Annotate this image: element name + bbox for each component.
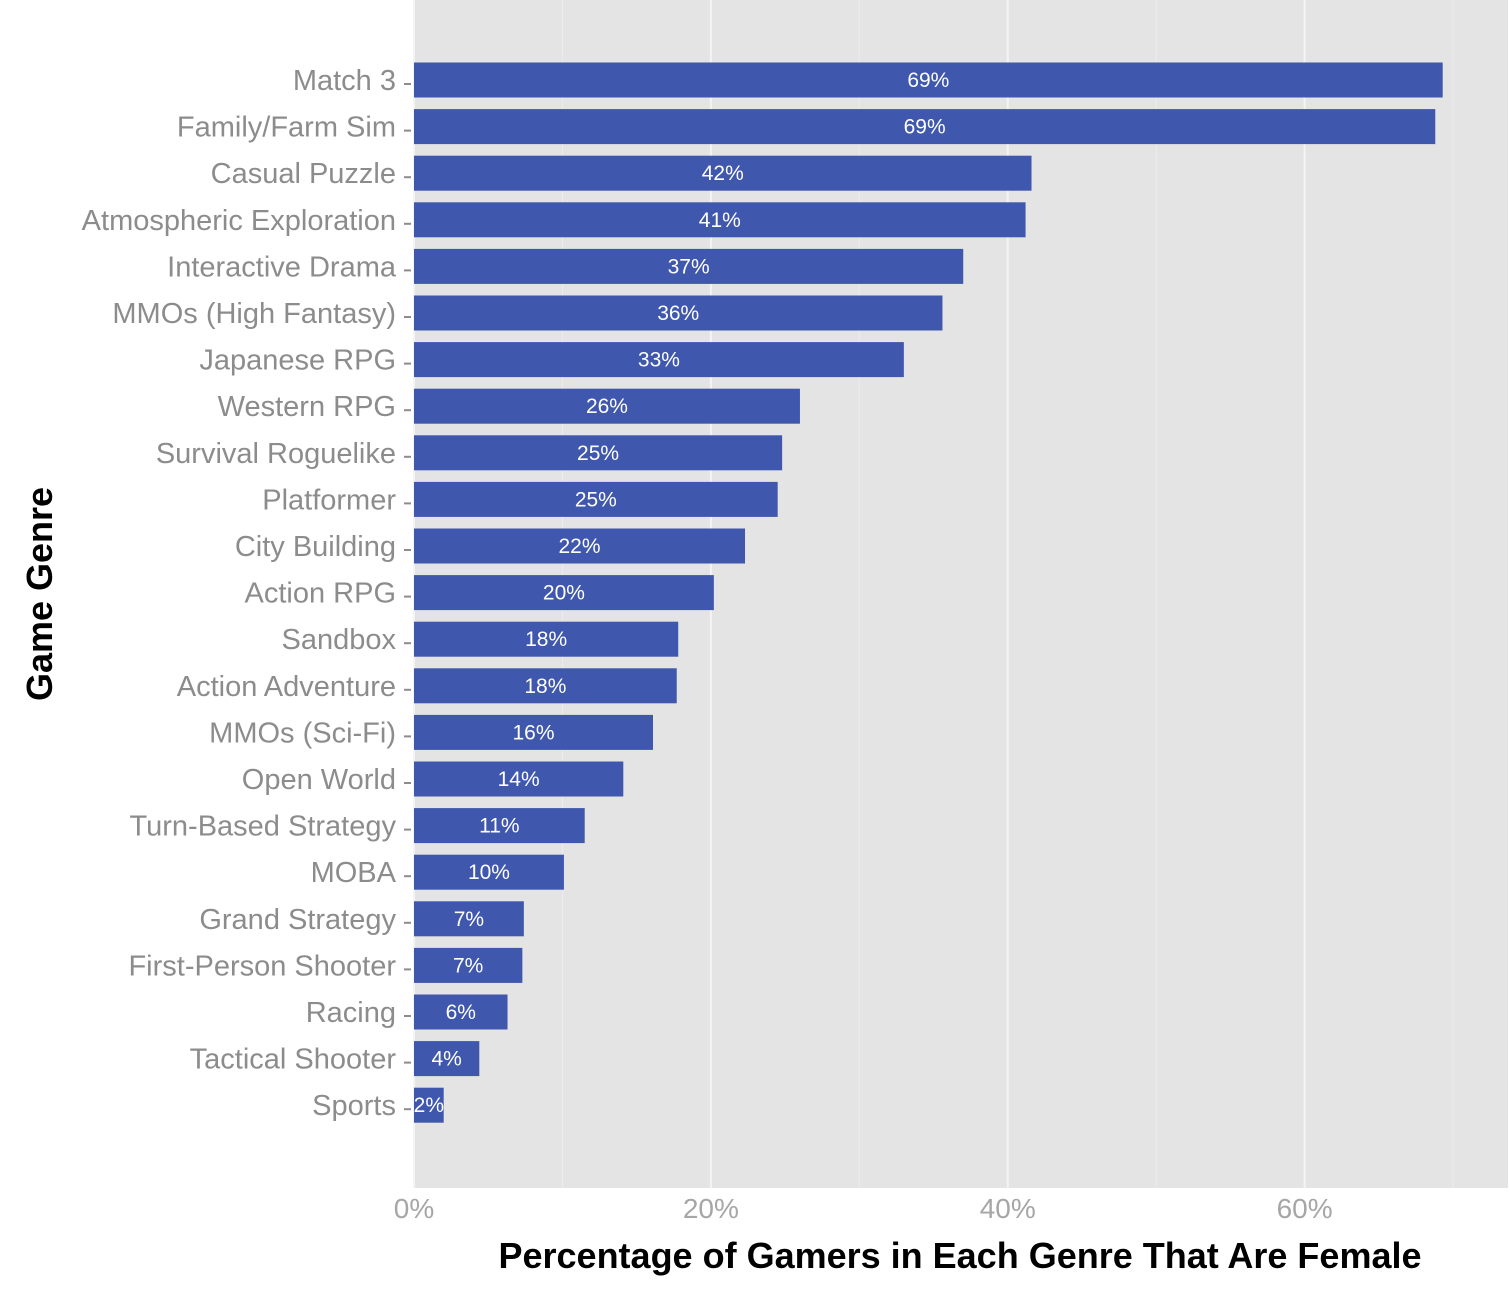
- category-label: Sports: [312, 1090, 396, 1122]
- bar-value-label: 22%: [558, 535, 600, 558]
- x-axis-ticks: 0% 20% 40% 60%: [394, 1193, 1333, 1224]
- category-label: Japanese RPG: [199, 345, 396, 377]
- category-label: Racing: [306, 997, 396, 1029]
- category-label: Atmospheric Exploration: [82, 205, 396, 237]
- bar-value-label: 26%: [586, 395, 628, 418]
- bar: [414, 621, 679, 657]
- bar-value-label: 25%: [575, 488, 617, 511]
- bar-value-label: 36%: [657, 302, 699, 325]
- category-label: Interactive Drama: [167, 251, 397, 283]
- bars: [414, 62, 1443, 1123]
- bar: [414, 528, 746, 564]
- bar-value-label: 69%: [904, 116, 946, 139]
- bar-value-label: 6%: [446, 1001, 476, 1024]
- x-tick-label: 20%: [683, 1193, 739, 1224]
- bar: [414, 714, 653, 750]
- x-tick-label: 0%: [394, 1193, 434, 1224]
- bar: [414, 202, 1026, 238]
- bar: [414, 435, 783, 471]
- category-label: City Building: [235, 531, 396, 563]
- category-label: MMOs (Sci-Fi): [209, 717, 396, 749]
- bar: [414, 808, 585, 844]
- bar: [414, 1041, 480, 1077]
- category-label: MOBA: [311, 857, 397, 889]
- category-labels: Match 3 Family/Farm Sim Casual Puzzle Atmos…: [82, 65, 411, 1122]
- bar-value-label: 25%: [577, 442, 619, 465]
- category-label: MMOs (High Fantasy): [112, 298, 396, 330]
- category-label: Survival Roguelike: [156, 438, 396, 470]
- bar-value-label: 42%: [702, 162, 744, 185]
- bar-value-label: 11%: [479, 815, 519, 838]
- category-label: Turn-Based Strategy: [130, 811, 397, 843]
- bar: [414, 761, 624, 797]
- bar: [414, 481, 778, 517]
- bar: [414, 901, 524, 937]
- category-label: Tactical Shooter: [190, 1044, 397, 1076]
- bar-value-label: 4%: [431, 1048, 461, 1071]
- category-label: Action Adventure: [177, 671, 396, 703]
- bar: [414, 854, 564, 890]
- bar: [414, 342, 904, 378]
- bar-value-label: 2%: [414, 1094, 444, 1117]
- y-axis-title: Game Genre: [19, 487, 60, 701]
- category-label: Open World: [242, 764, 396, 796]
- bar: [414, 155, 1032, 191]
- bar-value-label: 41%: [699, 209, 741, 232]
- bar-value-label: 33%: [638, 349, 680, 372]
- bar: [414, 1087, 444, 1123]
- bar: [414, 947, 523, 983]
- bar: [414, 109, 1436, 145]
- bar: [414, 388, 800, 424]
- category-label: Match 3: [293, 65, 396, 97]
- x-tick-label: 40%: [980, 1193, 1036, 1224]
- bar: [414, 62, 1443, 98]
- bar-value-label: 14%: [498, 768, 540, 791]
- category-label: Grand Strategy: [199, 904, 396, 936]
- category-label: Western RPG: [218, 391, 396, 423]
- category-label: First-Person Shooter: [128, 950, 396, 982]
- bar-value-label: 7%: [454, 908, 484, 931]
- x-axis-title: Percentage of Gamers in Each Genre That …: [498, 1235, 1421, 1276]
- category-label: Casual Puzzle: [211, 158, 396, 190]
- category-label: Sandbox: [282, 624, 397, 656]
- category-label: Platformer: [262, 484, 396, 516]
- bar: [414, 668, 677, 704]
- category-label: Family/Farm Sim: [177, 112, 396, 144]
- x-tick-label: 60%: [1277, 1193, 1333, 1224]
- bar-value-label: 7%: [453, 954, 483, 977]
- category-label: Action RPG: [245, 578, 397, 610]
- bar-value-label: 16%: [512, 721, 554, 744]
- bar-value-label: 20%: [543, 582, 585, 605]
- bar-value-label: 69%: [907, 69, 949, 92]
- bar-value-label: 37%: [668, 255, 710, 278]
- bar-value-label: 18%: [525, 628, 567, 651]
- bar-value-labels: 69% 69% 42% 41% 37% 36% 33% 26% 25% 25% 22% 20% 18% 1…: [414, 69, 950, 1117]
- bar: [414, 248, 964, 284]
- bar: [414, 994, 508, 1030]
- bar-value-label: 18%: [524, 675, 566, 698]
- bar-value-label: 10%: [468, 861, 510, 884]
- bar: [414, 295, 943, 331]
- bar: [414, 575, 714, 611]
